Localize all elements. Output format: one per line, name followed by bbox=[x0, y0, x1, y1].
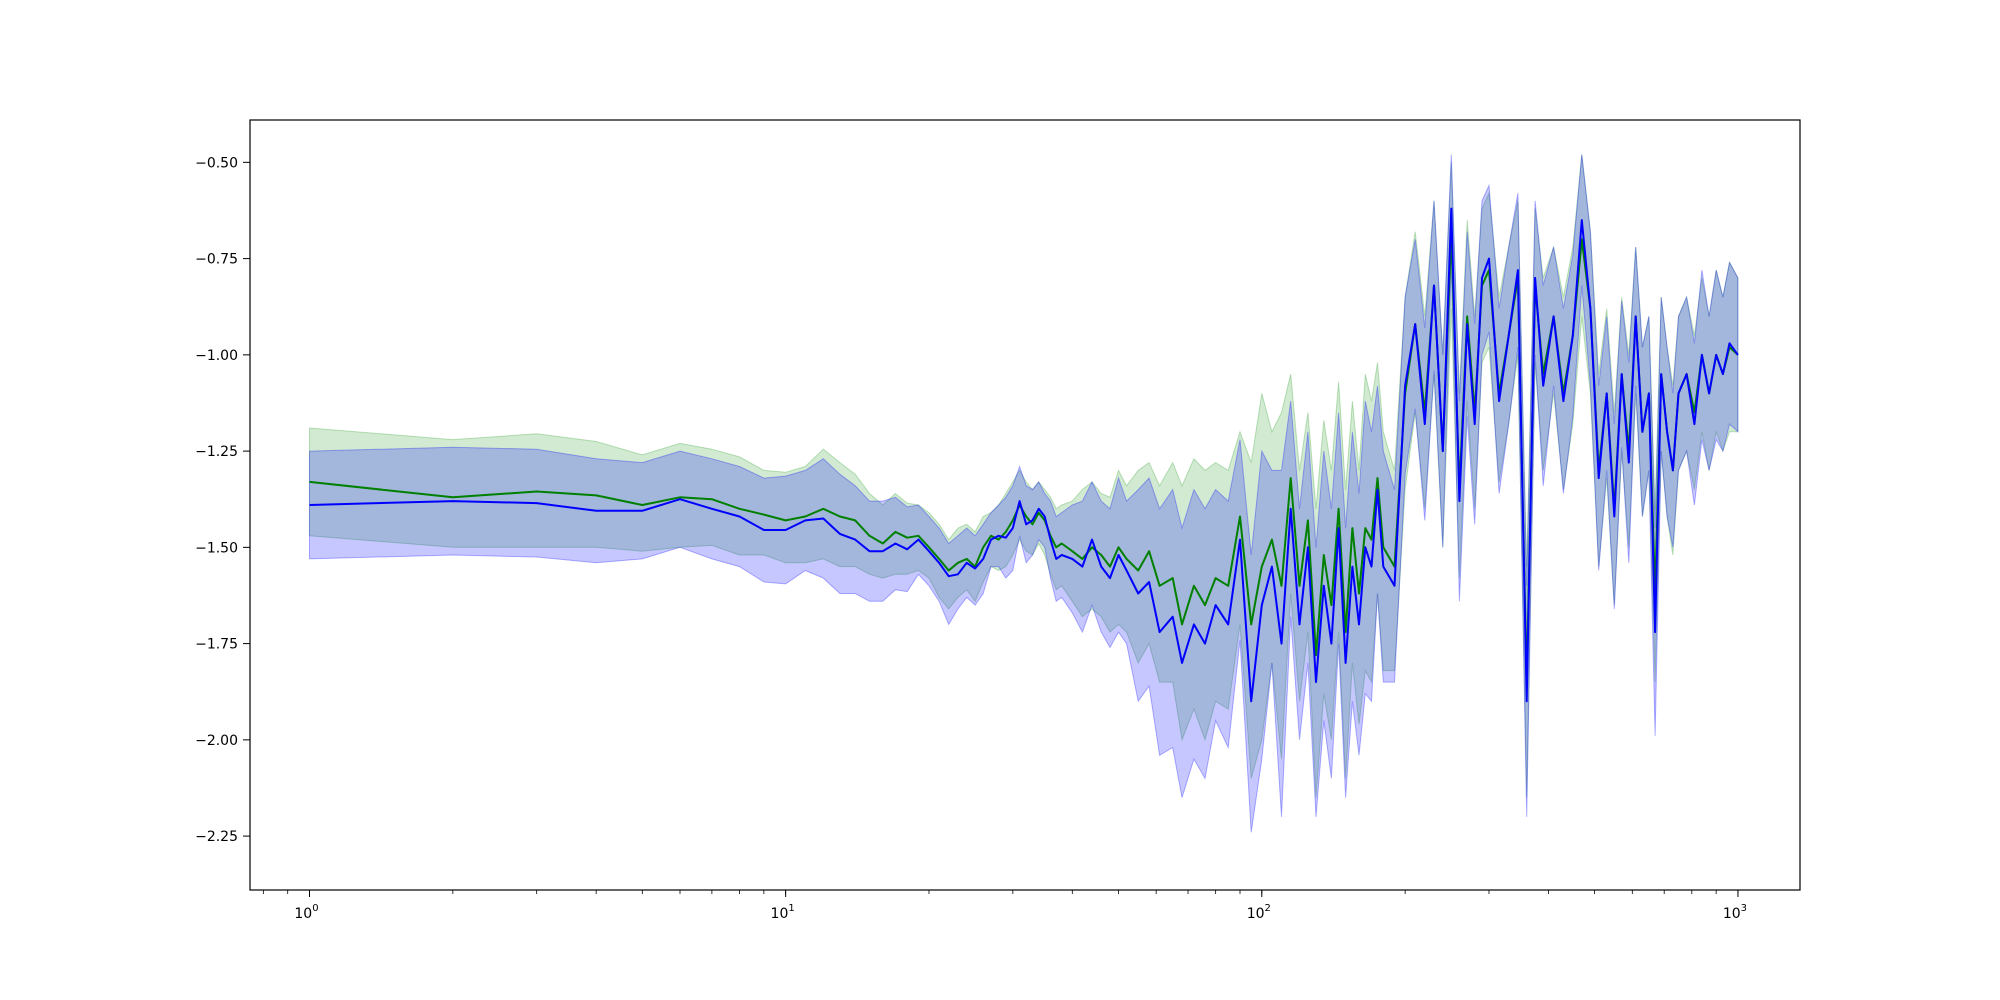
y-tick-label: −2.25 bbox=[195, 829, 238, 845]
series-2-band bbox=[309, 154, 1739, 833]
y-tick-label: −0.50 bbox=[195, 155, 238, 171]
series-2-line bbox=[309, 207, 1739, 703]
y-tick-label: −2.00 bbox=[195, 733, 238, 749]
y-tick-label: −1.25 bbox=[195, 444, 238, 460]
x-tick-label: 102 bbox=[1247, 903, 1271, 922]
series-lines bbox=[309, 207, 1739, 703]
y-tick-label: −1.00 bbox=[195, 348, 238, 364]
series-1-band bbox=[309, 154, 1739, 798]
y-axis: −0.50 −0.75 −1.00 −1.25 −1.50 −1.75 −2.00 −2.25 bbox=[195, 155, 250, 845]
confidence-bands bbox=[309, 154, 1739, 833]
y-tick-label: −0.75 bbox=[195, 252, 238, 268]
y-tick-label: −1.75 bbox=[195, 637, 238, 653]
y-tick-label: −1.50 bbox=[195, 540, 238, 556]
x-tick-label: 100 bbox=[294, 903, 318, 922]
x-tick-label: 103 bbox=[1723, 903, 1747, 922]
x-axis: 100 101 102 103 bbox=[262, 890, 1747, 922]
plot-frame bbox=[249, 119, 1801, 891]
x-tick-label: 101 bbox=[771, 903, 795, 922]
